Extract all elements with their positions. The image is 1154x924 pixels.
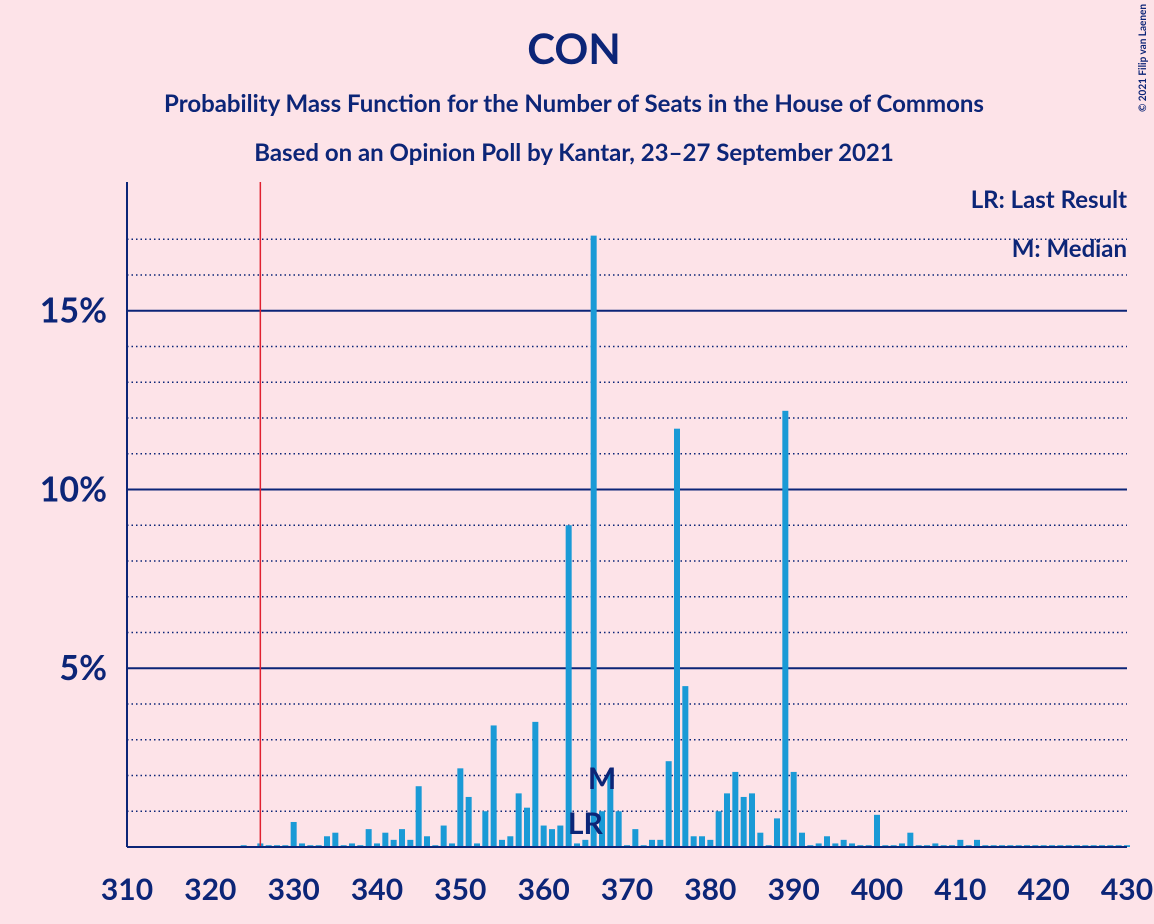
bar — [849, 843, 855, 847]
x-tick-label: 400 — [851, 871, 903, 907]
bar — [840, 839, 847, 847]
bar — [907, 832, 914, 847]
bar — [582, 839, 589, 847]
bar — [365, 829, 372, 847]
chart-subtitle: Probability Mass Function for the Number… — [164, 89, 984, 118]
median-label: M — [588, 760, 616, 796]
last-result-label: LR — [568, 805, 604, 841]
bar — [732, 771, 739, 847]
bar — [707, 839, 714, 847]
bar — [424, 836, 430, 847]
bar — [665, 761, 672, 847]
x-tick-label: 390 — [768, 871, 820, 907]
bar — [449, 843, 455, 847]
bar — [549, 829, 555, 847]
x-tick-label: 430 — [1101, 871, 1153, 907]
bar — [407, 839, 414, 847]
bar — [557, 825, 564, 847]
legend-entry: M: Median — [1012, 234, 1127, 263]
bar — [724, 793, 730, 847]
bar — [382, 832, 389, 847]
chart-subtitle: Based on an Opinion Poll by Kantar, 23–2… — [254, 138, 894, 167]
bar — [399, 829, 405, 847]
x-tick-label: 410 — [934, 871, 986, 907]
copyright: © 2021 Filip van Laenen — [1137, 4, 1149, 112]
bar — [932, 843, 939, 847]
bar — [524, 807, 530, 847]
bar — [699, 836, 705, 847]
x-tick-label: 370 — [601, 871, 653, 907]
bar — [957, 839, 964, 847]
bar — [415, 786, 422, 847]
bar — [515, 793, 522, 847]
x-tick-label: 310 — [101, 871, 153, 907]
bar — [532, 721, 539, 847]
bar — [774, 818, 780, 847]
x-tick-label: 340 — [351, 871, 403, 907]
bar — [757, 832, 764, 847]
bar — [565, 525, 572, 847]
bar — [290, 821, 297, 847]
bar — [657, 839, 664, 847]
bar — [615, 811, 622, 847]
bar — [690, 836, 697, 847]
x-tick-label: 350 — [434, 871, 486, 907]
bar — [649, 839, 655, 847]
bar — [799, 832, 805, 847]
bar — [674, 428, 680, 847]
bar — [682, 686, 689, 847]
bar — [490, 725, 497, 847]
bar — [749, 793, 755, 847]
bar — [715, 811, 722, 847]
bar — [332, 832, 339, 847]
bar — [349, 843, 355, 847]
bar — [440, 825, 447, 847]
x-tick-label: 380 — [684, 871, 736, 907]
bar — [782, 410, 789, 847]
bar — [540, 825, 547, 847]
x-tick-label: 330 — [268, 871, 320, 907]
legend-entry: LR: Last Result — [971, 185, 1127, 214]
bar — [632, 829, 639, 847]
y-tick-label: 10% — [40, 468, 107, 509]
bar — [474, 843, 480, 847]
bar — [299, 843, 305, 847]
bar — [740, 796, 747, 847]
bar — [507, 836, 514, 847]
y-tick-label: 15% — [40, 290, 107, 331]
bar — [390, 839, 397, 847]
bar — [574, 843, 580, 847]
x-tick-label: 320 — [184, 871, 236, 907]
x-tick-label: 360 — [518, 871, 570, 907]
bar — [374, 843, 380, 847]
bar — [974, 839, 980, 847]
x-tick-label: 420 — [1018, 871, 1070, 907]
bar — [499, 839, 505, 847]
bar — [790, 771, 797, 847]
bar — [465, 796, 472, 847]
bar — [824, 836, 830, 847]
y-tick-label: 5% — [59, 647, 107, 688]
bar — [590, 235, 597, 847]
bar — [815, 843, 822, 847]
bar — [899, 843, 905, 847]
bar — [832, 843, 839, 847]
bar — [599, 811, 605, 847]
bar — [457, 768, 464, 847]
bar — [324, 836, 330, 847]
bar — [607, 771, 614, 847]
bar — [874, 814, 880, 847]
chart-title: CON — [527, 23, 620, 73]
bar — [482, 811, 489, 847]
